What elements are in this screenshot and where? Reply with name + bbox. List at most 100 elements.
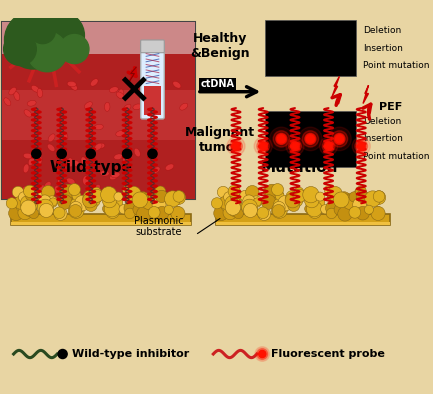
Circle shape	[155, 191, 165, 200]
Circle shape	[98, 191, 106, 199]
Circle shape	[243, 203, 258, 217]
Ellipse shape	[111, 172, 120, 178]
Circle shape	[299, 127, 322, 151]
Circle shape	[58, 195, 72, 209]
Ellipse shape	[118, 89, 124, 98]
Circle shape	[155, 206, 169, 220]
Circle shape	[126, 190, 136, 199]
Circle shape	[123, 149, 132, 158]
Ellipse shape	[83, 176, 88, 185]
Circle shape	[148, 149, 157, 158]
Circle shape	[357, 141, 366, 151]
Ellipse shape	[48, 134, 55, 142]
Circle shape	[165, 191, 181, 207]
Circle shape	[316, 192, 325, 201]
Circle shape	[288, 199, 300, 212]
Ellipse shape	[58, 154, 66, 161]
Circle shape	[70, 197, 86, 213]
Circle shape	[152, 198, 166, 212]
Circle shape	[32, 149, 41, 158]
Circle shape	[75, 195, 90, 211]
Circle shape	[257, 349, 268, 359]
Ellipse shape	[149, 94, 158, 99]
Circle shape	[164, 205, 173, 214]
Circle shape	[355, 186, 366, 197]
Circle shape	[109, 195, 123, 210]
Circle shape	[140, 194, 149, 203]
Circle shape	[356, 191, 365, 200]
Circle shape	[154, 188, 164, 198]
Circle shape	[349, 192, 359, 202]
Ellipse shape	[90, 79, 98, 86]
Circle shape	[37, 199, 53, 215]
Ellipse shape	[81, 157, 87, 165]
Circle shape	[126, 186, 141, 201]
Circle shape	[293, 192, 304, 203]
Circle shape	[263, 186, 274, 197]
Ellipse shape	[67, 178, 75, 184]
Circle shape	[305, 204, 314, 213]
Circle shape	[6, 198, 17, 209]
Circle shape	[136, 192, 149, 204]
Circle shape	[68, 203, 84, 218]
Circle shape	[311, 195, 325, 210]
Circle shape	[136, 206, 151, 221]
Circle shape	[46, 196, 58, 208]
Circle shape	[334, 134, 345, 144]
Circle shape	[92, 187, 101, 197]
Circle shape	[302, 131, 319, 147]
Text: PEF: PEF	[379, 102, 403, 112]
Circle shape	[148, 149, 157, 158]
Circle shape	[324, 141, 333, 151]
Circle shape	[141, 196, 150, 206]
Circle shape	[82, 193, 97, 208]
Circle shape	[301, 191, 309, 199]
Circle shape	[273, 201, 285, 214]
Ellipse shape	[37, 89, 42, 98]
Circle shape	[133, 204, 145, 216]
Circle shape	[132, 192, 148, 208]
Circle shape	[19, 192, 29, 203]
Circle shape	[45, 206, 53, 215]
Circle shape	[9, 206, 23, 221]
Circle shape	[325, 143, 332, 149]
Circle shape	[90, 190, 103, 203]
Circle shape	[37, 12, 84, 59]
Ellipse shape	[104, 102, 110, 112]
Circle shape	[291, 141, 300, 151]
Ellipse shape	[129, 189, 138, 195]
Circle shape	[275, 190, 284, 199]
Circle shape	[233, 143, 239, 149]
Ellipse shape	[148, 89, 155, 97]
FancyBboxPatch shape	[2, 22, 195, 54]
Text: ctDNA: ctDNA	[201, 79, 235, 89]
Circle shape	[18, 206, 32, 220]
Circle shape	[23, 185, 36, 197]
Circle shape	[39, 195, 51, 207]
Ellipse shape	[9, 87, 16, 95]
FancyBboxPatch shape	[2, 45, 195, 90]
Circle shape	[242, 195, 255, 207]
Circle shape	[54, 207, 67, 221]
Ellipse shape	[110, 87, 118, 93]
Ellipse shape	[84, 102, 92, 109]
Ellipse shape	[93, 184, 100, 192]
Ellipse shape	[27, 100, 36, 106]
Circle shape	[270, 127, 293, 151]
Ellipse shape	[173, 81, 181, 88]
Circle shape	[85, 199, 97, 212]
Text: Wild-type inhibitor: Wild-type inhibitor	[72, 349, 189, 359]
Circle shape	[57, 149, 66, 158]
Circle shape	[277, 135, 285, 143]
FancyBboxPatch shape	[2, 22, 195, 199]
Circle shape	[286, 137, 304, 155]
Circle shape	[271, 203, 288, 218]
Text: Point mutation: Point mutation	[363, 61, 430, 70]
Circle shape	[214, 206, 229, 221]
Circle shape	[327, 190, 337, 199]
Circle shape	[250, 196, 262, 208]
Ellipse shape	[94, 124, 103, 130]
FancyBboxPatch shape	[11, 214, 191, 225]
Circle shape	[23, 195, 37, 208]
Circle shape	[219, 196, 232, 209]
